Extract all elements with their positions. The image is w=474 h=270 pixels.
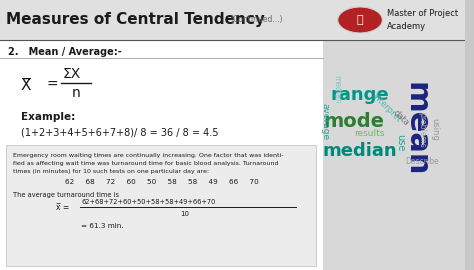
- Text: 2.   Mean / Average:-: 2. Mean / Average:-: [9, 47, 122, 57]
- Text: median: median: [332, 75, 341, 103]
- Text: data: data: [391, 107, 410, 127]
- Text: using: using: [430, 118, 439, 141]
- Text: Academy: Academy: [386, 22, 426, 31]
- Text: Example:: Example:: [21, 112, 75, 123]
- Text: 🏃: 🏃: [357, 15, 364, 25]
- Text: (Continued...): (Continued...): [230, 15, 283, 25]
- Text: 10: 10: [180, 211, 189, 217]
- Text: Emergency room waiting times are continually increasing. One factor that was ide: Emergency room waiting times are continu…: [13, 153, 283, 158]
- FancyBboxPatch shape: [6, 145, 316, 266]
- FancyBboxPatch shape: [0, 0, 465, 40]
- Text: x̅ =: x̅ =: [56, 203, 69, 212]
- Text: X̅: X̅: [21, 77, 31, 93]
- Text: =: =: [46, 78, 58, 92]
- Text: Measures of Central Tendency: Measures of Central Tendency: [6, 12, 264, 28]
- Text: Describe: Describe: [405, 157, 438, 167]
- Text: problems: problems: [417, 112, 426, 147]
- Text: average: average: [321, 103, 330, 140]
- Text: results: results: [354, 129, 384, 138]
- Text: mean: mean: [401, 82, 430, 177]
- FancyBboxPatch shape: [323, 40, 465, 270]
- Text: interpret: interpret: [370, 92, 403, 124]
- Text: The average turnaround time is: The average turnaround time is: [13, 192, 119, 198]
- Text: times (in minutes) for 10 such tests on one particular day are:: times (in minutes) for 10 such tests on …: [13, 169, 209, 174]
- Text: 62+68+72+60+50+58+58+49+66+70: 62+68+72+60+50+58+58+49+66+70: [82, 199, 216, 205]
- Text: mode: mode: [324, 112, 384, 131]
- Circle shape: [338, 7, 383, 33]
- Text: use: use: [395, 134, 405, 152]
- Text: = 61.3 min.: = 61.3 min.: [82, 223, 124, 229]
- Text: Master of Project: Master of Project: [386, 9, 458, 18]
- Text: fied as affecting wait time was turnaround time for basic blood analysis. Turnar: fied as affecting wait time was turnarou…: [13, 161, 279, 166]
- Text: median: median: [323, 142, 397, 160]
- Text: ΣX: ΣX: [63, 67, 81, 81]
- Text: (1+2+3+4+5+6+7+8)/ 8 = 36 / 8 = 4.5: (1+2+3+4+5+6+7+8)/ 8 = 36 / 8 = 4.5: [21, 127, 219, 137]
- Text: 62     68     72     60     50     58     58     49     66     70: 62 68 72 60 50 58 58 49 66 70: [65, 179, 259, 185]
- FancyBboxPatch shape: [0, 40, 323, 270]
- Text: n: n: [72, 86, 81, 100]
- Text: range: range: [331, 86, 389, 103]
